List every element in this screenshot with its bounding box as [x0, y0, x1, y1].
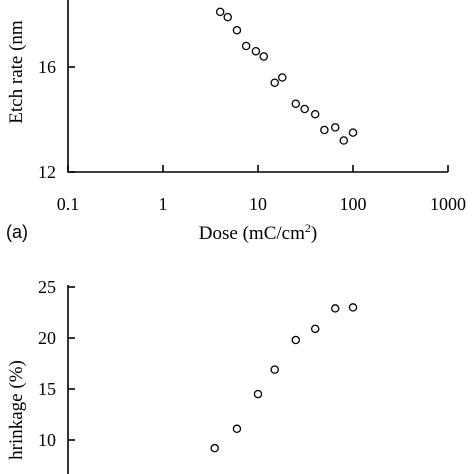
panel-b-data-point [232, 424, 242, 434]
panel-a-xtick-label: 1 [159, 194, 168, 214]
panel-a-xtick-label: 10 [249, 194, 267, 214]
panel-a-data-point [241, 41, 251, 51]
panel-b-ytick-label: 10 [38, 430, 56, 450]
panel-a-data-point [232, 25, 242, 35]
panel-a-data-point [300, 104, 309, 114]
panel-a-xtick-label: 1000 [430, 194, 466, 214]
panel-a-xtick-label: 0.1 [57, 194, 80, 214]
panel-b-data-point [348, 303, 358, 312]
panel-a-xtick-label: 100 [340, 194, 367, 214]
panel-a-y-axis-label: Etch rate (nm [6, 20, 27, 124]
panel-b-chart: 10 15 20 25 hrinkage (%) [6, 277, 358, 474]
panel-b-data-point [210, 443, 219, 453]
panel-a-data-point [320, 125, 329, 135]
panel-a-ytick-label: 12 [38, 162, 56, 182]
panel-a-data-point [330, 123, 340, 132]
panel-a-data-point [215, 7, 225, 17]
panel-a-chart: 12 16 0.1 1 10 100 1000 Etch rate (nm (a) Do… [6, 0, 466, 244]
panel-a-label: (a) [6, 222, 28, 242]
panel-b-data-point [330, 304, 340, 313]
panel-b-data-point [253, 389, 263, 399]
panel-a-axes [67, 0, 448, 173]
panel-b-ytick-label: 20 [38, 328, 56, 348]
panel-a-data-point [251, 47, 261, 56]
panel-a-ytick-label: 16 [38, 57, 56, 77]
panel-a-x-axis-label: Dose (mC/cm2) [199, 221, 317, 244]
panel-a-data-point [259, 52, 269, 61]
panel-b-data-point [270, 365, 279, 374]
panel-a-data-point [348, 128, 358, 137]
panel-a-data-point [223, 12, 232, 22]
panel-a-data-point [278, 73, 287, 82]
panel-a-data-point [339, 136, 349, 145]
panel-a-data-point [291, 99, 301, 109]
panel-b-data-point [291, 335, 301, 345]
panel-b-y-axis-label: hrinkage (%) [6, 360, 27, 460]
panel-a-data-point [310, 110, 320, 119]
panel-a-data-point [270, 78, 279, 88]
panel-b-ytick-label: 15 [38, 379, 56, 399]
panel-b-data-point [310, 324, 320, 334]
panel-b-ytick-label: 25 [38, 277, 56, 297]
